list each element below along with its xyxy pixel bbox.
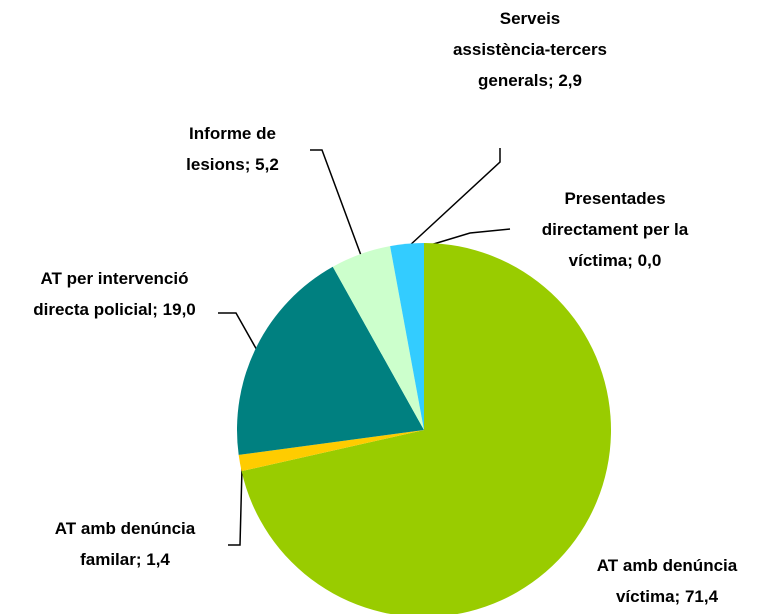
label-separator: ;	[547, 71, 554, 90]
label-name: Presentades directament per la víctima	[541, 189, 689, 270]
data-label: AT amb denúncia familar; 1,4	[40, 513, 210, 575]
pie-slice	[390, 243, 424, 430]
label-separator: ;	[674, 587, 681, 606]
leader-line	[218, 312, 259, 353]
label-name: Informe de lesions	[186, 124, 276, 174]
label-value: 71,4	[684, 587, 719, 606]
label-value: 5,2	[255, 155, 279, 174]
label-name: AT amb denúncia familar	[54, 519, 196, 569]
data-label: Informe de lesions; 5,2	[160, 118, 305, 180]
data-label: Presentades directament per la víctima; …	[520, 183, 710, 276]
data-label: AT amb denúncia víctima; 71,4	[582, 550, 752, 612]
label-name: AT amb denúncia víctima	[596, 556, 738, 606]
label-value: 19,0	[162, 300, 196, 319]
pie-slice	[332, 246, 424, 430]
label-separator: ;	[244, 155, 251, 174]
leader-line	[426, 228, 511, 247]
label-value: 1,4	[146, 550, 170, 569]
leader-line	[310, 149, 363, 259]
pie-slice	[241, 243, 611, 614]
data-label: Serveis assistència-tercers generals; 2,…	[450, 3, 610, 96]
leader-line	[228, 467, 243, 546]
label-separator: ;	[627, 251, 633, 270]
label-separator: ;	[152, 300, 158, 319]
label-name: Serveis assistència-tercers generals	[452, 9, 608, 90]
label-separator: ;	[135, 550, 142, 569]
pie-slice	[238, 430, 424, 472]
label-value: 2,9	[558, 71, 582, 90]
data-label: AT per intervenció directa policial; 19,…	[22, 263, 207, 325]
leaders	[218, 148, 511, 546]
label-value: 0,0	[637, 251, 662, 270]
leader-line	[407, 148, 501, 248]
pie-slice	[237, 266, 424, 455]
label-name: AT per intervenció directa policial	[33, 269, 189, 319]
